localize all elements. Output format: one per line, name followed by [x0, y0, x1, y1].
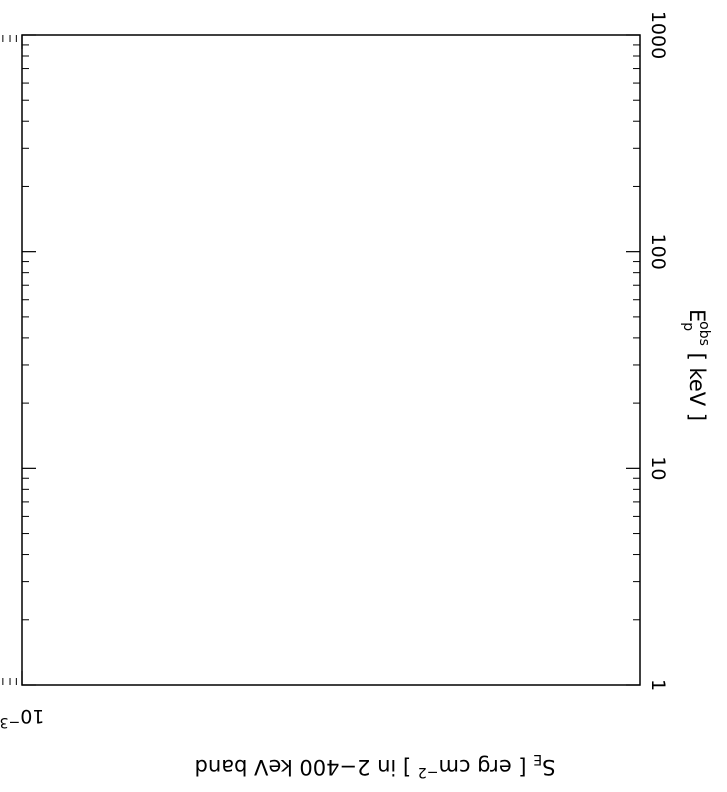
scatter-chart: 10−310−410−510−610−710−81101001000 SE [ … [0, 10, 712, 780]
